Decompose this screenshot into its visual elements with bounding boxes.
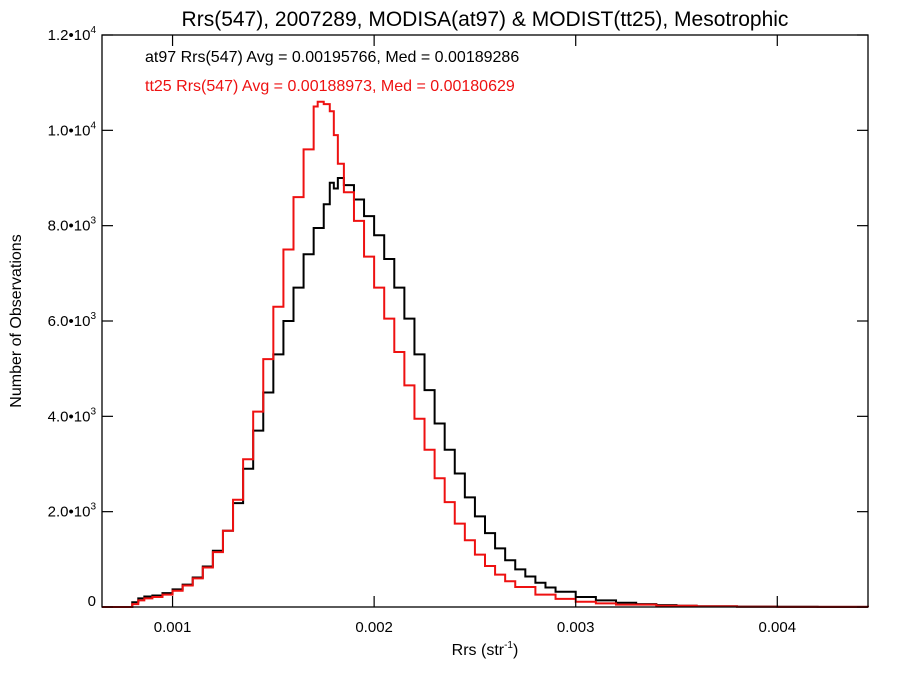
y-tick-mantissa: 1.2•10 bbox=[48, 27, 91, 44]
x-axis-label-superscript: -1 bbox=[504, 640, 513, 651]
y-tick-exponent: 4 bbox=[90, 25, 96, 36]
x-tick-label: 0.004 bbox=[759, 619, 797, 636]
y-tick-label: 1.2•104 bbox=[48, 25, 97, 44]
y-tick-mantissa: 2.0•10 bbox=[48, 504, 91, 521]
y-tick-mantissa: 1.0•10 bbox=[48, 122, 91, 139]
y-tick-label: 1.0•104 bbox=[48, 120, 97, 139]
y-tick-mantissa: 4.0•10 bbox=[48, 408, 91, 425]
x-tick-label: 0.001 bbox=[154, 619, 192, 636]
x-tick-label: 0.002 bbox=[355, 619, 393, 636]
x-axis-label-end: ) bbox=[513, 642, 518, 659]
y-tick-exponent: 3 bbox=[90, 406, 96, 417]
y-tick-label: 2.0•103 bbox=[48, 502, 97, 521]
x-axis-label-main: Rrs (str bbox=[452, 642, 505, 659]
annotation-at97: at97 Rrs(547) Avg = 0.00195766, Med = 0.… bbox=[145, 49, 519, 66]
y-tick-exponent: 3 bbox=[90, 502, 96, 513]
y-tick-exponent: 4 bbox=[90, 120, 96, 131]
y-tick-exponent: 3 bbox=[90, 216, 96, 227]
y-tick-mantissa: 8.0•10 bbox=[48, 218, 91, 235]
annotation-tt25: tt25 Rrs(547) Avg = 0.00188973, Med = 0.… bbox=[145, 78, 515, 95]
chart-title: Rrs(547), 2007289, MODISA(at97) & MODIST… bbox=[182, 8, 789, 31]
y-axis-label: Number of Observations bbox=[8, 234, 25, 407]
y-tick-mantissa: 6.0•10 bbox=[48, 313, 91, 330]
y-axis-ticks: 02.0•1034.0•1036.0•1038.0•1031.0•1041.2•… bbox=[48, 25, 868, 610]
y-tick-label: 8.0•103 bbox=[48, 216, 97, 235]
series-group bbox=[102, 100, 869, 608]
series-line-1 bbox=[102, 100, 869, 608]
y-tick-exponent: 3 bbox=[90, 311, 96, 322]
x-tick-label: 0.003 bbox=[557, 619, 595, 636]
x-axis-label: Rrs (str-1) bbox=[452, 640, 519, 659]
y-tick-mantissa: 0 bbox=[88, 593, 96, 610]
x-axis-ticks: 0.001 0.002 0.003 0.004 bbox=[154, 35, 796, 636]
y-tick-label: 6.0•103 bbox=[48, 311, 97, 330]
y-tick-label: 4.0•103 bbox=[48, 406, 97, 425]
y-tick-label: 0 bbox=[88, 593, 96, 610]
